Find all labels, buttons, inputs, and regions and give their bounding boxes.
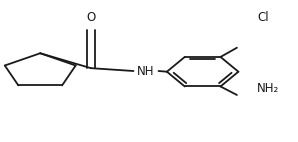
Text: Cl: Cl — [257, 11, 268, 24]
Text: O: O — [86, 11, 96, 24]
Text: NH₂: NH₂ — [257, 82, 279, 95]
Text: NH: NH — [137, 65, 155, 78]
